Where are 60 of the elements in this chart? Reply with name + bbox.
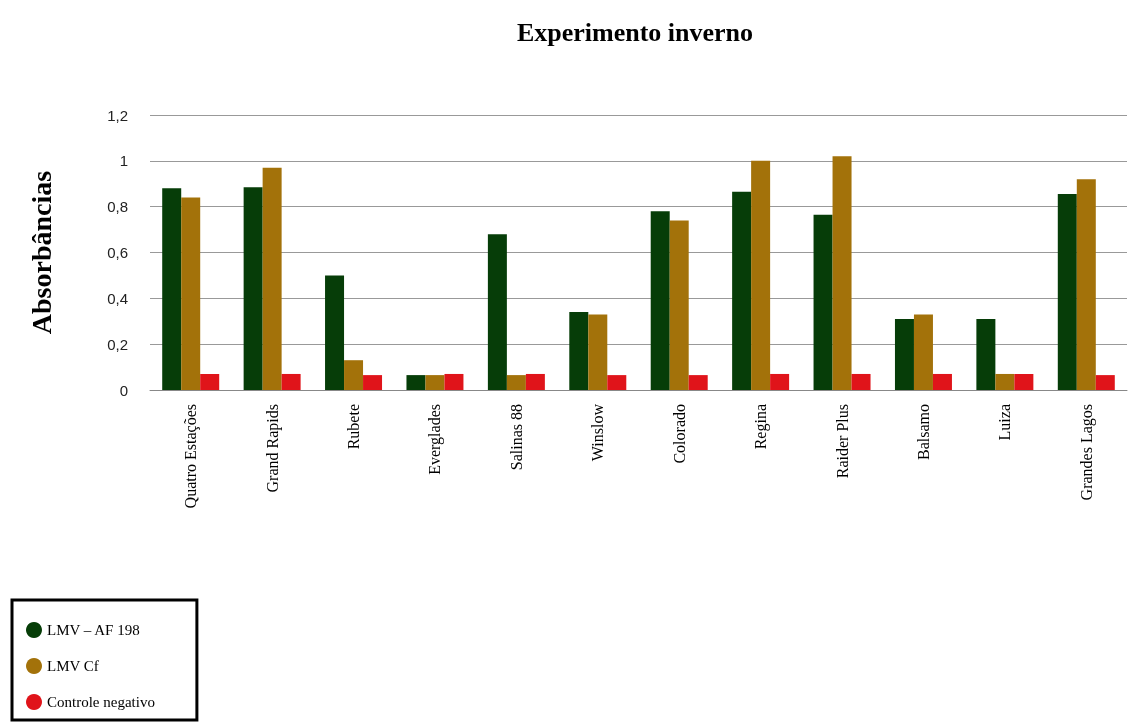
bar (525, 373, 545, 390)
y-tick-label: 0,2 (107, 335, 128, 353)
bar (813, 214, 833, 390)
x-tick-label: Grandes Lagos (1077, 404, 1096, 501)
bar (1057, 194, 1077, 390)
bar (344, 360, 364, 390)
bar (281, 373, 301, 390)
bar (607, 375, 627, 390)
bar (751, 160, 771, 390)
x-tick-label: Balsamo (914, 404, 932, 460)
legend-label: Controle negativo (47, 694, 155, 710)
y-tick-label: 0,6 (107, 244, 128, 261)
bar (832, 156, 852, 390)
legend-label: LMV – AF 198 (47, 622, 140, 638)
x-tick-label: Quatro Estações (182, 404, 201, 509)
bar (1076, 179, 1096, 390)
x-tick-label: Grand Rapids (263, 404, 282, 493)
bar (243, 187, 263, 390)
bar (162, 188, 182, 390)
bar (506, 375, 526, 390)
bar (732, 191, 752, 390)
y-tick-label: 1 (119, 152, 128, 170)
x-tick-label: Rubete (345, 404, 363, 450)
bar (262, 167, 282, 390)
bar (444, 373, 464, 390)
bar (913, 314, 933, 390)
y-tick-label: 0,8 (107, 198, 128, 216)
y-tick-label: 1,2 (107, 106, 128, 124)
bar (932, 373, 952, 390)
x-tick-label: Colorado (670, 404, 688, 464)
y-axis-title: Absorbâncias (25, 170, 57, 335)
x-tick-label: Regina (752, 404, 771, 450)
bar (669, 220, 689, 390)
bar (588, 314, 608, 390)
y-tick-label: 0,4 (107, 289, 128, 307)
bar (181, 197, 201, 390)
legend-label: LMV Cf (47, 658, 99, 674)
bar (569, 312, 589, 390)
bar (200, 373, 220, 390)
bar (688, 375, 708, 390)
x-tick-label: Winslow (589, 403, 607, 462)
x-tick-label: Luiza (996, 404, 1014, 441)
x-tick-label: Raider Plus (833, 404, 851, 479)
bar (325, 275, 345, 390)
bar (650, 211, 670, 390)
bar (363, 375, 383, 390)
bar (406, 375, 426, 390)
bar (425, 375, 445, 390)
bar (487, 234, 507, 390)
chart-title: Experimento inverno (516, 17, 754, 47)
bar (1014, 373, 1034, 390)
bar (976, 318, 996, 390)
x-tick-label: Everglades (426, 404, 445, 475)
bar (894, 318, 914, 390)
bar (1095, 375, 1115, 390)
x-tick-label: Salinas 88 (507, 404, 525, 471)
bar (770, 373, 790, 390)
y-tick-label: 0 (119, 381, 128, 399)
bar (851, 373, 871, 390)
bar (995, 373, 1015, 390)
